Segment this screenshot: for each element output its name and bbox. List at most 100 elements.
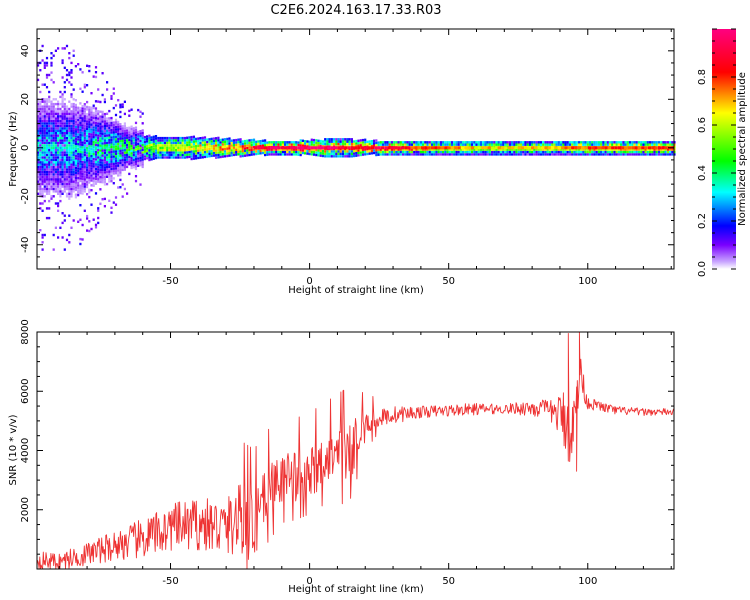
spectrogram-cell [112,121,115,124]
spectrogram-cell [72,158,75,162]
spectrogram-cell [48,163,51,166]
spectrogram-cell [79,218,82,221]
spectrogram-cell [101,122,104,126]
spectrogram-cell [101,164,104,167]
spectrogram-cell [172,139,175,142]
spectrogram-core-cell [517,146,521,150]
spectrogram-cell [63,146,66,149]
spectrogram-cell [348,150,351,153]
spectrogram-cell [130,164,133,167]
spectrogram-cell [235,141,238,144]
spectrogram-cell [63,110,66,113]
spectrogram-cell [406,141,409,144]
spectrogram-cell [81,165,84,168]
spectrogram-cell [77,181,80,185]
spectrogram-cell [562,153,565,156]
spectrogram-cell [551,153,554,156]
spectrogram-cell [114,159,118,163]
spectrogram-cell [54,168,57,171]
spectrogram-core-cell [354,146,358,150]
spectrogram-cell [74,120,77,124]
spectrogram-cell [61,61,64,65]
spectrogram-cell [106,124,109,128]
spectrogram-cell [108,109,111,113]
spectrogram-cell [110,155,113,158]
spectrogram-cell [41,156,44,159]
spectrogram-cell [161,156,164,159]
spectrogram-cell [606,150,609,154]
spectrogram-cell [43,163,46,166]
spectrogram-cell [90,116,93,119]
spectrogram-cell [350,155,353,158]
spectrogram-cell [573,150,576,154]
spectrogram-cell [608,143,612,146]
spectrogram-cell [45,163,49,166]
spectrogram-cell [63,115,66,118]
spectrogram-cell [161,153,164,157]
spectrogram-cell [624,141,627,144]
spectrogram-cell [112,157,115,161]
spectrogram-cell [170,151,173,154]
spectrogram-cell [299,144,302,147]
spectrogram-cell [83,124,86,128]
spectrogram-cell [45,139,49,142]
spectrogram-cell [439,141,442,144]
spectrogram-cell [486,153,489,156]
spectrogram-cell [65,161,69,164]
spectrogram-cell [386,148,389,151]
spectrogram-cell [442,150,445,154]
spectrogram-cell [446,153,449,156]
spectrogram-cell [666,150,669,154]
spectrogram-cell [172,151,175,154]
spectrogram-cell [143,155,146,158]
spectrogram-cell [50,168,53,171]
spectrogram-cell [217,148,220,152]
spectrogram-cell [330,150,333,153]
spectrogram-x-tick-label: 100 [578,276,597,287]
spectrogram-cell [199,137,202,140]
spectrogram-cell [63,168,66,171]
spectrogram-cell [281,150,284,154]
spectrogram-cell [381,148,385,151]
spectrogram-cell [68,134,71,137]
spectrogram-cell [114,140,118,143]
spectrogram-cell [97,139,100,142]
spectrogram-cell [606,148,609,151]
spectrogram-cell [413,141,416,144]
spectrogram-core-cell [437,146,441,150]
spectrogram-cell [41,236,44,239]
spectrogram-cell [65,110,69,113]
spectrogram-core-cell [267,146,271,150]
spectrogram-cell [101,178,104,181]
spectrogram-cell [114,196,118,199]
spectrogram-cell [517,150,520,154]
spectrogram-cell [126,153,129,156]
spectrogram-cell [81,185,84,188]
spectrogram-cell [57,156,60,159]
spectrogram-cell [286,150,289,154]
spectrogram-cell [54,141,57,145]
spectrogram-cell [270,150,273,154]
spectrogram-cell [217,141,220,144]
spectrogram-cell [81,177,84,181]
spectrogram-cell [45,166,49,169]
spectrogram-core-cell [330,146,334,150]
spectrogram-cell [106,134,109,137]
spectrogram-cell [526,153,529,156]
spectrogram-cell [364,148,367,151]
spectrogram-cell [54,185,57,188]
spectrogram-cell [79,126,82,129]
spectrogram-cell [83,134,86,137]
spectrogram-cell [50,151,53,154]
spectrogram-cell [101,198,104,201]
spectrogram-cell [422,143,425,146]
spectrogram-cell [146,137,149,141]
spectrogram-cell [54,139,57,142]
spectrogram-cell [112,136,115,139]
spectrogram-cell [546,141,549,144]
spectrogram-cell [106,163,109,166]
spectrogram-cell [90,121,93,124]
spectrogram-cell [94,177,98,180]
spectrogram-cell [568,148,572,151]
spectrogram-cell [215,146,218,150]
